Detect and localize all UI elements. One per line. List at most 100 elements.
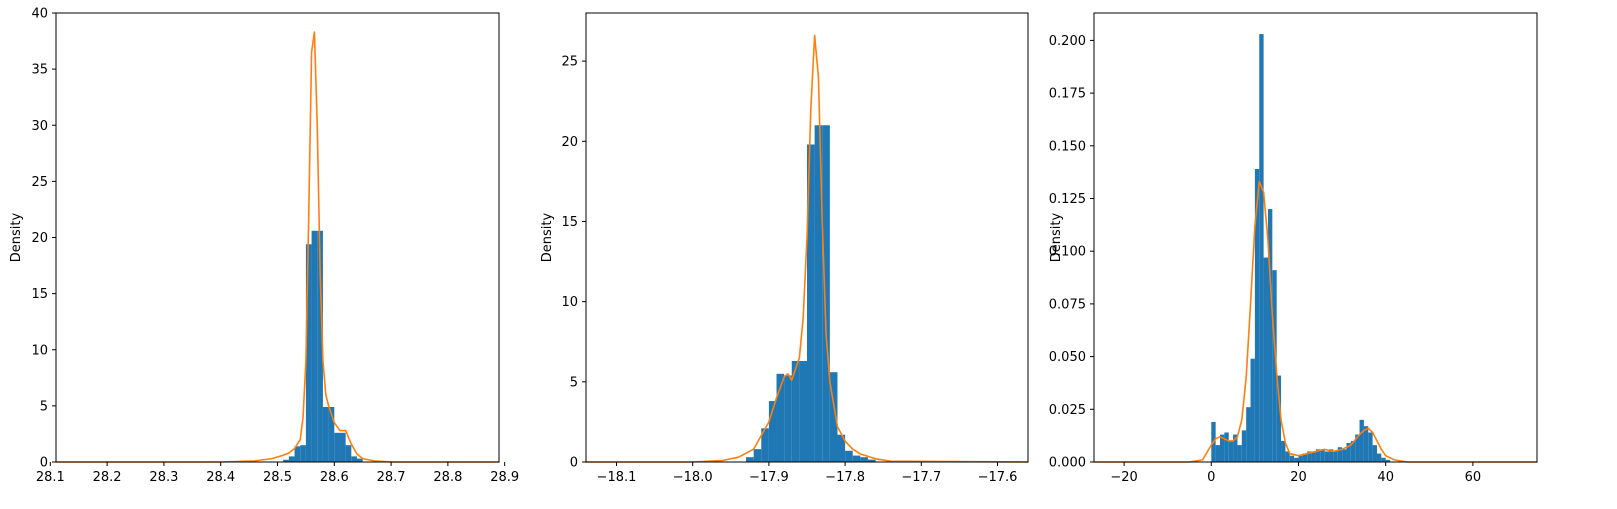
histogram-bar bbox=[1233, 434, 1238, 462]
y-tick-label: 20 bbox=[31, 231, 48, 246]
x-tick-label: −17.8 bbox=[825, 470, 865, 485]
x-tick-label: 28.1 bbox=[36, 470, 65, 485]
histogram-bar bbox=[300, 445, 306, 462]
y-tick-label: 0.000 bbox=[1049, 456, 1086, 471]
y-tick-label: 20 bbox=[561, 135, 578, 150]
histogram-bar bbox=[1224, 432, 1229, 462]
histogram-bar bbox=[768, 401, 777, 462]
histogram-bar bbox=[837, 434, 846, 462]
histogram-bar bbox=[1307, 451, 1312, 462]
histogram-bar bbox=[1289, 455, 1295, 462]
x-tick-label: 28.4 bbox=[206, 470, 235, 485]
histogram-bar bbox=[1267, 209, 1273, 462]
x-tick-label: 28.6 bbox=[320, 470, 349, 485]
y-tick-label: 35 bbox=[31, 63, 48, 78]
histogram-bar bbox=[761, 428, 769, 462]
y-axis-label: Density bbox=[1049, 212, 1064, 262]
histogram-bar bbox=[311, 230, 318, 462]
histogram-bar bbox=[1355, 434, 1360, 462]
histogram-bar bbox=[1333, 451, 1338, 462]
histogram-bar bbox=[345, 445, 352, 462]
x-tick-label: 0 bbox=[1207, 470, 1215, 485]
histogram-bar bbox=[822, 125, 830, 462]
histogram-bar bbox=[1294, 457, 1299, 462]
x-tick-label: −17.7 bbox=[901, 470, 941, 485]
histogram-bar bbox=[1346, 443, 1351, 462]
histogram-bar bbox=[852, 455, 861, 462]
histogram-bar bbox=[1320, 449, 1325, 462]
kde-line bbox=[55, 31, 500, 463]
histogram-bar bbox=[1337, 447, 1343, 462]
density-plot-1: 28.1 28.2 28.3 28.4 28.5 28.6 28.7 28.8 28.9 0 5 10… bbox=[9, 7, 519, 486]
histogram-bar bbox=[1228, 440, 1234, 462]
histogram-bar bbox=[1363, 426, 1369, 462]
histogram-bar bbox=[1250, 358, 1255, 462]
histogram-bar bbox=[860, 457, 868, 462]
y-tick-label: 0 bbox=[570, 456, 578, 471]
x-tick-label: 28.8 bbox=[433, 470, 462, 485]
histogram-bar bbox=[1385, 459, 1391, 462]
histogram-bar bbox=[784, 375, 792, 462]
histogram-bar bbox=[322, 407, 329, 462]
y-tick-label: 5 bbox=[570, 375, 578, 390]
y-tick-label: 0.175 bbox=[1049, 87, 1086, 102]
histogram-bar bbox=[288, 456, 295, 462]
x-tick-label: 20 bbox=[1290, 470, 1307, 485]
x-tick-label: −17.9 bbox=[749, 470, 789, 485]
x-tick-label: −18.1 bbox=[597, 470, 637, 485]
y-axis-label: Density bbox=[540, 212, 555, 262]
y-tick-label: 25 bbox=[561, 55, 578, 70]
x-tick-label: 40 bbox=[1377, 470, 1394, 485]
histogram-bar bbox=[334, 432, 340, 462]
density-plot-3: −20 0 20 40 60 0.000 0.025 0.050 0.075 0.100 0.125… bbox=[1049, 12, 1538, 485]
histogram-bar bbox=[1376, 453, 1382, 462]
y-tick-label: 30 bbox=[31, 119, 48, 134]
histogram-bar bbox=[1237, 445, 1242, 462]
density-plot-2: −18.1 −18.0 −17.9 −17.8 −17.7 −17.6 0 5 10 15 20 25… bbox=[540, 12, 1029, 485]
y-tick-label: 0.075 bbox=[1049, 297, 1086, 312]
histogram-bar bbox=[339, 432, 346, 462]
x-tick-label: 28.9 bbox=[490, 470, 519, 485]
histogram-bar bbox=[799, 360, 807, 462]
histogram-bar bbox=[753, 449, 762, 462]
kde-line bbox=[585, 34, 1029, 463]
histogram-bar bbox=[1311, 451, 1316, 462]
histogram-bar bbox=[1254, 168, 1260, 463]
histogram-bar bbox=[1281, 440, 1286, 462]
histogram-bar bbox=[1215, 445, 1221, 462]
y-tick-label: 0.200 bbox=[1049, 34, 1086, 49]
x-tick-label: 28.2 bbox=[93, 470, 122, 485]
y-tick-label: 15 bbox=[31, 287, 48, 302]
kde-line bbox=[1093, 180, 1538, 463]
histogram-bar bbox=[1241, 430, 1247, 462]
histogram-bar bbox=[1263, 257, 1268, 462]
x-tick-label: 60 bbox=[1465, 470, 1482, 485]
histogram-bar bbox=[1246, 407, 1251, 462]
histogram-bar bbox=[814, 125, 823, 462]
histogram-bar bbox=[791, 360, 800, 462]
x-tick-label: −18.0 bbox=[673, 470, 713, 485]
histogram-bar bbox=[1381, 457, 1386, 462]
histogram-bar bbox=[1329, 449, 1334, 462]
histogram-bar bbox=[1220, 434, 1225, 462]
axes-frame bbox=[585, 12, 1029, 463]
histogram-bar bbox=[1350, 440, 1356, 462]
histogram-bar bbox=[328, 407, 335, 462]
y-tick-label: 0.125 bbox=[1049, 192, 1086, 207]
y-tick-label: 0.100 bbox=[1049, 245, 1086, 260]
histogram-bar bbox=[1324, 451, 1330, 462]
y-tick-label: 0.050 bbox=[1049, 350, 1086, 365]
histogram-bar bbox=[317, 230, 323, 462]
histogram-bar bbox=[807, 144, 815, 463]
histogram-bar bbox=[1276, 375, 1282, 462]
x-tick-label: 28.5 bbox=[263, 470, 292, 485]
y-tick-label: 0.025 bbox=[1049, 403, 1086, 418]
histogram-bar bbox=[1272, 270, 1277, 462]
y-tick-label: 0.150 bbox=[1049, 139, 1086, 154]
histogram-bar bbox=[1342, 449, 1347, 462]
y-tick-label: 10 bbox=[31, 343, 48, 358]
y-tick-label: 5 bbox=[40, 399, 48, 414]
histogram-bar bbox=[1285, 451, 1290, 462]
histogram-bar bbox=[294, 446, 301, 462]
